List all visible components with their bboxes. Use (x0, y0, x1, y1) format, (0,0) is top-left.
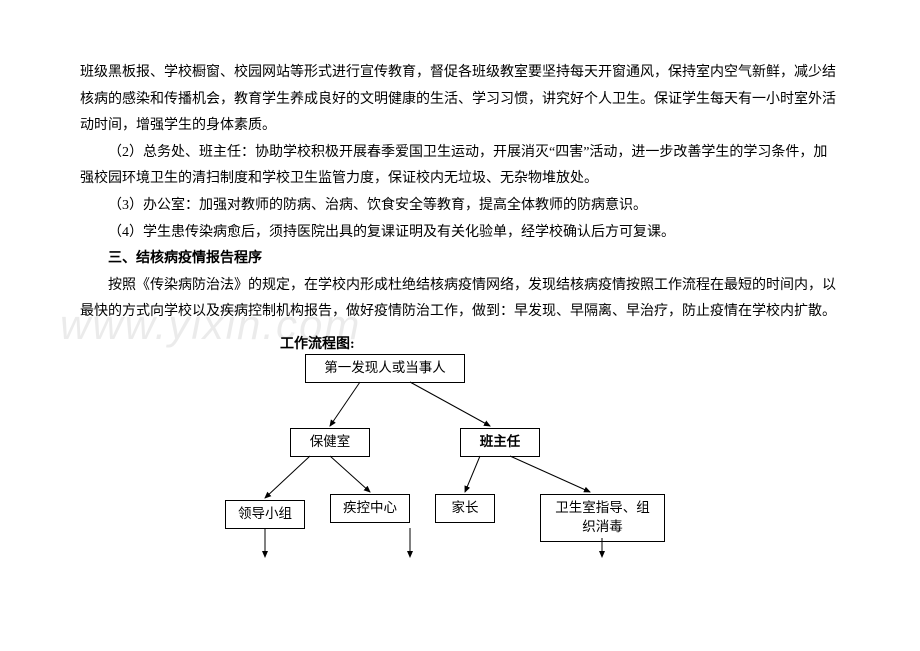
node-label: 班主任 (480, 434, 521, 449)
node-label: 家长 (452, 500, 479, 515)
paragraph-1: 班级黑板报、学校橱窗、校园网站等形式进行宣传教育，督促各班级教室要坚持每天开窗通… (80, 60, 840, 140)
paragraph-5: 按照《传染病防治法》的规定，在学校内形成杜绝结核病疫情网络，发现结核病疫情按照工… (80, 273, 840, 326)
node-health-room: 保健室 (290, 428, 370, 457)
node-label: 保健室 (310, 434, 351, 449)
flowchart: 工作流程图: 第一发现人或当事人 保健室 班主任 领导小组 疾控中心 家长 卫生… (210, 332, 810, 562)
node-leadership: 领导小组 (225, 500, 305, 529)
node-label: 疾控中心 (343, 500, 397, 515)
node-parents: 家长 (435, 494, 495, 523)
node-label: 第一发现人或当事人 (324, 360, 446, 375)
node-class-teacher: 班主任 (460, 428, 540, 457)
node-first-discoverer: 第一发现人或当事人 (305, 354, 465, 383)
node-sanitation-guidance: 卫生室指导、组 织消毒 (540, 494, 665, 542)
node-label-line1: 卫生室指导、组 (555, 500, 650, 515)
paragraph-2: （2）总务处、班主任：协助学校积极开展春季爱国卫生运动，开展消灭“四害”活动，进… (80, 140, 840, 193)
node-label: 领导小组 (238, 506, 292, 521)
section-title: 三、结核病疫情报告程序 (80, 246, 840, 273)
paragraph-3: （3）办公室：加强对教师的防病、治病、饮食安全等教育，提高全体教师的防病意识。 (80, 193, 840, 220)
node-label-line2: 织消毒 (582, 519, 623, 534)
paragraph-4: （4）学生患传染病愈后，须持医院出具的复课证明及有关化验单，经学校确认后方可复课… (80, 220, 840, 247)
node-cdc: 疾控中心 (330, 494, 410, 523)
